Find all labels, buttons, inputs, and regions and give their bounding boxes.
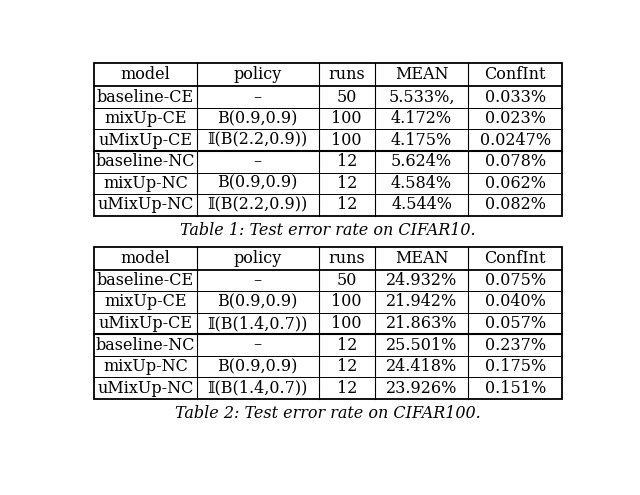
Text: 12: 12: [337, 337, 357, 353]
Text: 0.175%: 0.175%: [484, 358, 546, 375]
Text: 4.584%: 4.584%: [391, 175, 452, 192]
Text: 24.932%: 24.932%: [386, 272, 457, 289]
Text: 100: 100: [332, 315, 362, 332]
Bar: [94, 247, 562, 399]
Text: ConfInt: ConfInt: [484, 66, 546, 83]
Text: 12: 12: [337, 380, 357, 396]
Text: 0.0247%: 0.0247%: [479, 132, 551, 149]
Text: 21.942%: 21.942%: [386, 294, 457, 310]
Text: uMixUp-NC: uMixUp-NC: [97, 197, 194, 213]
Text: runs: runs: [328, 249, 365, 267]
Text: 𝕀(B(2.2,0.9)): 𝕀(B(2.2,0.9)): [207, 132, 308, 149]
Text: 4.172%: 4.172%: [391, 110, 452, 127]
Text: mixUp-NC: mixUp-NC: [103, 358, 188, 375]
Text: 0.062%: 0.062%: [484, 175, 546, 192]
Text: 50: 50: [337, 272, 357, 289]
Text: –: –: [253, 272, 262, 289]
Text: baseline-CE: baseline-CE: [97, 272, 194, 289]
Text: Table 2: Test error rate on CIFAR100.: Table 2: Test error rate on CIFAR100.: [175, 405, 481, 422]
Text: 5.533%,: 5.533%,: [388, 89, 455, 105]
Text: B(0.9,0.9): B(0.9,0.9): [218, 294, 298, 310]
Text: baseline-NC: baseline-NC: [96, 337, 195, 353]
Text: 𝕀(B(1.4,0.7)): 𝕀(B(1.4,0.7)): [207, 315, 308, 332]
Bar: [94, 63, 562, 216]
Text: 23.926%: 23.926%: [386, 380, 458, 396]
Text: model: model: [120, 249, 170, 267]
Text: 0.078%: 0.078%: [484, 153, 546, 170]
Text: 24.418%: 24.418%: [386, 358, 457, 375]
Text: 12: 12: [337, 358, 357, 375]
Text: uMixUp-CE: uMixUp-CE: [99, 315, 193, 332]
Text: runs: runs: [328, 66, 365, 83]
Text: B(0.9,0.9): B(0.9,0.9): [218, 110, 298, 127]
Text: 4.544%: 4.544%: [391, 197, 452, 213]
Text: 𝕀(B(2.2,0.9)): 𝕀(B(2.2,0.9)): [207, 197, 308, 213]
Text: mixUp-CE: mixUp-CE: [104, 294, 187, 310]
Text: 100: 100: [332, 132, 362, 149]
Text: 0.237%: 0.237%: [484, 337, 546, 353]
Text: 25.501%: 25.501%: [386, 337, 458, 353]
Text: 100: 100: [332, 110, 362, 127]
Text: uMixUp-CE: uMixUp-CE: [99, 132, 193, 149]
Text: 5.624%: 5.624%: [391, 153, 452, 170]
Text: –: –: [253, 89, 262, 105]
Text: –: –: [253, 337, 262, 353]
Text: 0.023%: 0.023%: [484, 110, 546, 127]
Text: 0.040%: 0.040%: [485, 294, 546, 310]
Text: ConfInt: ConfInt: [484, 249, 546, 267]
Text: mixUp-CE: mixUp-CE: [104, 110, 187, 127]
Text: MEAN: MEAN: [395, 249, 449, 267]
Text: mixUp-NC: mixUp-NC: [103, 175, 188, 192]
Text: baseline-CE: baseline-CE: [97, 89, 194, 105]
Text: model: model: [120, 66, 170, 83]
Text: B(0.9,0.9): B(0.9,0.9): [218, 358, 298, 375]
Text: 21.863%: 21.863%: [386, 315, 458, 332]
Text: Table 1: Test error rate on CIFAR10.: Table 1: Test error rate on CIFAR10.: [180, 222, 476, 239]
Text: 0.075%: 0.075%: [484, 272, 546, 289]
Text: 50: 50: [337, 89, 357, 105]
Text: –: –: [253, 153, 262, 170]
Text: 0.057%: 0.057%: [484, 315, 546, 332]
Text: 12: 12: [337, 153, 357, 170]
Text: 𝕀(B(1.4,0.7)): 𝕀(B(1.4,0.7)): [207, 380, 308, 396]
Text: policy: policy: [234, 249, 282, 267]
Text: 12: 12: [337, 175, 357, 192]
Text: MEAN: MEAN: [395, 66, 449, 83]
Text: baseline-NC: baseline-NC: [96, 153, 195, 170]
Text: 0.151%: 0.151%: [484, 380, 546, 396]
Text: 4.175%: 4.175%: [391, 132, 452, 149]
Text: 12: 12: [337, 197, 357, 213]
Text: B(0.9,0.9): B(0.9,0.9): [218, 175, 298, 192]
Text: policy: policy: [234, 66, 282, 83]
Text: 0.082%: 0.082%: [484, 197, 546, 213]
Text: 100: 100: [332, 294, 362, 310]
Text: 0.033%: 0.033%: [484, 89, 546, 105]
Text: uMixUp-NC: uMixUp-NC: [97, 380, 194, 396]
